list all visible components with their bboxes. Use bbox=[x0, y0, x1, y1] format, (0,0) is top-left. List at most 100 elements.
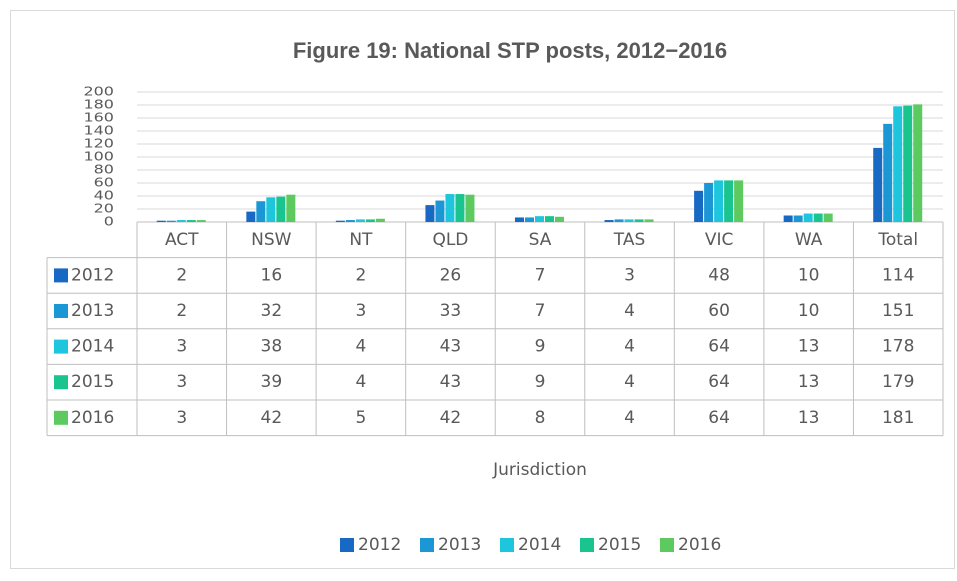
table-cell: 2 bbox=[355, 265, 366, 285]
table-cell: 4 bbox=[355, 337, 366, 357]
y-tick-label: 140 bbox=[83, 124, 114, 138]
y-tick-label: 200 bbox=[83, 85, 114, 99]
table-cell: 43 bbox=[440, 337, 462, 357]
chart-title: Figure 19: National STP posts, 2012−2016 bbox=[293, 38, 727, 63]
x-tick-label: TAS bbox=[613, 230, 646, 250]
bar bbox=[724, 180, 734, 222]
table-legend-key bbox=[54, 268, 68, 283]
table-cell: 3 bbox=[176, 408, 187, 428]
legend-label: 2015 bbox=[598, 535, 641, 555]
bar bbox=[435, 200, 445, 222]
table-cell: 13 bbox=[798, 337, 820, 357]
table-cell: 2 bbox=[176, 301, 187, 321]
table-legend-key bbox=[54, 304, 68, 318]
table-cell: 26 bbox=[440, 265, 462, 285]
bar bbox=[186, 220, 196, 222]
table-row-label: 2016 bbox=[71, 408, 114, 428]
bar bbox=[535, 216, 544, 222]
x-tick-label: Total bbox=[877, 230, 918, 250]
bar bbox=[196, 220, 206, 222]
table-cell: 10 bbox=[798, 301, 820, 321]
table-legend-key bbox=[54, 410, 68, 425]
legend-label: 2012 bbox=[358, 535, 401, 555]
table-cell: 151 bbox=[882, 301, 914, 321]
bar bbox=[783, 215, 793, 222]
table-cell: 43 bbox=[440, 372, 462, 392]
x-tick-label: WA bbox=[795, 230, 823, 250]
bar bbox=[465, 194, 475, 222]
bar bbox=[873, 147, 883, 222]
table-cell: 9 bbox=[535, 372, 546, 392]
table-cell: 64 bbox=[708, 408, 730, 428]
table-cell: 2 bbox=[176, 265, 187, 285]
bar bbox=[823, 213, 833, 222]
legend-label: 2016 bbox=[678, 535, 721, 555]
table-cell: 179 bbox=[882, 372, 914, 392]
bar bbox=[425, 205, 435, 222]
table-cell: 13 bbox=[798, 372, 820, 392]
table-cell: 178 bbox=[882, 337, 914, 357]
bar bbox=[345, 220, 355, 222]
legend-label: 2014 bbox=[518, 535, 561, 555]
table-cell: 4 bbox=[624, 301, 635, 321]
y-tick-label: 20 bbox=[94, 202, 114, 216]
table-cell: 9 bbox=[535, 337, 546, 357]
y-tick-label: 100 bbox=[83, 150, 114, 164]
y-tick-label: 180 bbox=[83, 98, 114, 112]
bar bbox=[803, 213, 813, 222]
bar bbox=[335, 220, 345, 222]
x-tick-label: ACT bbox=[165, 230, 199, 250]
bar bbox=[624, 219, 634, 222]
y-tick-label: 80 bbox=[94, 163, 114, 177]
bar bbox=[445, 194, 455, 222]
legend-key bbox=[420, 538, 434, 552]
bar bbox=[455, 194, 465, 222]
table-cell: 181 bbox=[882, 408, 914, 428]
bar bbox=[276, 196, 286, 222]
bar bbox=[903, 105, 913, 222]
bar bbox=[704, 183, 714, 222]
table-cell: 8 bbox=[535, 408, 546, 428]
y-tick-label: 60 bbox=[94, 176, 114, 190]
bar bbox=[545, 216, 554, 222]
bar bbox=[883, 123, 893, 222]
chart-border bbox=[10, 10, 955, 569]
table-cell: 5 bbox=[355, 408, 366, 428]
bar bbox=[246, 211, 256, 222]
bar bbox=[793, 215, 803, 222]
table-row-label: 2014 bbox=[71, 337, 114, 357]
bar bbox=[734, 180, 744, 222]
bar bbox=[555, 216, 564, 222]
table-cell: 42 bbox=[261, 408, 283, 428]
table-cell: 48 bbox=[708, 265, 730, 285]
table-cell: 4 bbox=[624, 408, 635, 428]
table-cell: 39 bbox=[261, 372, 283, 392]
table-cell: 7 bbox=[535, 301, 546, 321]
table-cell: 64 bbox=[708, 372, 730, 392]
table-row-label: 2013 bbox=[71, 301, 114, 321]
y-tick-label: 120 bbox=[83, 137, 114, 151]
bar bbox=[694, 190, 704, 222]
bar bbox=[813, 213, 823, 222]
legend-key bbox=[580, 538, 594, 552]
x-axis-title: Jurisdiction bbox=[492, 460, 587, 480]
y-tick-label: 160 bbox=[83, 111, 114, 125]
table-cell: 64 bbox=[708, 337, 730, 357]
legend-label: 2013 bbox=[438, 535, 481, 555]
table-cell: 3 bbox=[176, 337, 187, 357]
x-tick-label: SA bbox=[529, 230, 552, 250]
bar bbox=[644, 219, 654, 222]
bar bbox=[256, 201, 266, 222]
bar bbox=[714, 180, 724, 222]
table-cell: 7 bbox=[535, 265, 546, 285]
table-cell: 4 bbox=[624, 372, 635, 392]
x-tick-label: VIC bbox=[705, 230, 734, 250]
bar bbox=[166, 220, 176, 222]
table-cell: 33 bbox=[440, 301, 462, 321]
bar bbox=[634, 219, 644, 222]
bar bbox=[355, 219, 365, 222]
bar bbox=[604, 220, 614, 222]
table-row-label: 2015 bbox=[71, 372, 114, 392]
bar bbox=[525, 217, 534, 222]
